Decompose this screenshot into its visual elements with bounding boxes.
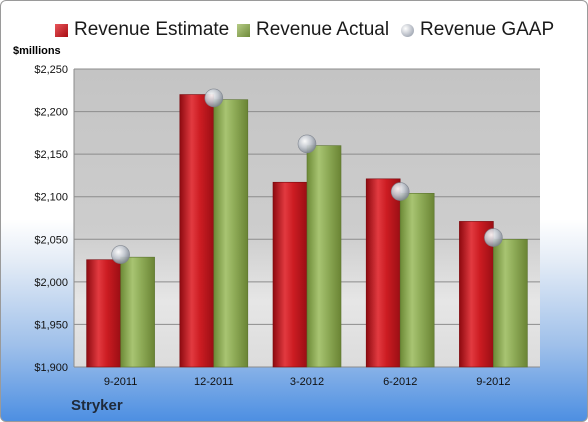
y-tick-label: $2,050 — [34, 234, 68, 246]
x-tick-label: 9-2011 — [104, 376, 137, 388]
y-tick-label: $2,150 — [34, 149, 68, 161]
legend-label-estimate: Revenue Estimate — [74, 19, 230, 40]
marker-revenue-gaap — [390, 182, 410, 201]
bar-revenue-estimate — [86, 259, 121, 368]
x-tick-labels: 9-2011 12-2011 3-2012 6-2012 9-2012 — [104, 376, 511, 388]
company-name: Stryker — [71, 397, 123, 414]
legend-label-gaap: Revenue GAAP — [420, 19, 555, 40]
bar-revenue-estimate — [459, 221, 494, 368]
y-axis-unit-label: $millions — [13, 45, 61, 57]
bar-revenue-actual — [306, 145, 342, 368]
bar-revenue-actual — [399, 193, 435, 368]
marker-revenue-gaap — [204, 88, 224, 108]
y-tick-labels: $1,900 $1,950 $2,000 $2,050 $2,100 $2,150 $2,2… — [34, 64, 68, 374]
bar-revenue-actual — [120, 256, 155, 368]
bar-revenue-actual — [213, 99, 249, 368]
legend-swatch-actual — [237, 23, 250, 37]
y-tick-label: $2,000 — [34, 277, 68, 289]
bar-revenue-estimate — [179, 94, 215, 368]
legend-swatch-estimate — [55, 23, 68, 37]
legend: Revenue Estimate Revenue Actual Revenue … — [1, 15, 587, 45]
legend-item-revenue-estimate: Revenue Estimate — [55, 15, 229, 45]
legend-label-actual: Revenue Actual — [256, 19, 390, 40]
y-tick-label: $1,900 — [34, 362, 68, 374]
y-tick-label: $2,200 — [34, 107, 68, 119]
marker-revenue-gaap — [111, 245, 130, 264]
y-tick-label: $1,950 — [34, 319, 68, 331]
marker-revenue-gaap — [297, 134, 317, 154]
legend-item-revenue-gaap: Revenue GAAP — [401, 15, 554, 45]
bar-revenue-actual — [493, 238, 528, 368]
x-tick-label: 6-2012 — [383, 376, 417, 388]
bars — [86, 94, 528, 368]
x-tick-label: 9-2012 — [476, 376, 510, 388]
y-tick-label: $2,100 — [34, 192, 68, 204]
bar-revenue-estimate — [272, 181, 308, 368]
bar-revenue-estimate — [365, 178, 401, 368]
legend-item-revenue-actual: Revenue Actual — [237, 15, 389, 45]
gaap-markers — [111, 88, 503, 264]
x-tick-label: 3-2012 — [290, 376, 324, 388]
x-tick-label: 12-2011 — [194, 376, 234, 388]
legend-swatch-gaap — [401, 23, 414, 37]
y-tick-label: $2,250 — [34, 64, 68, 76]
marker-revenue-gaap — [484, 228, 503, 247]
